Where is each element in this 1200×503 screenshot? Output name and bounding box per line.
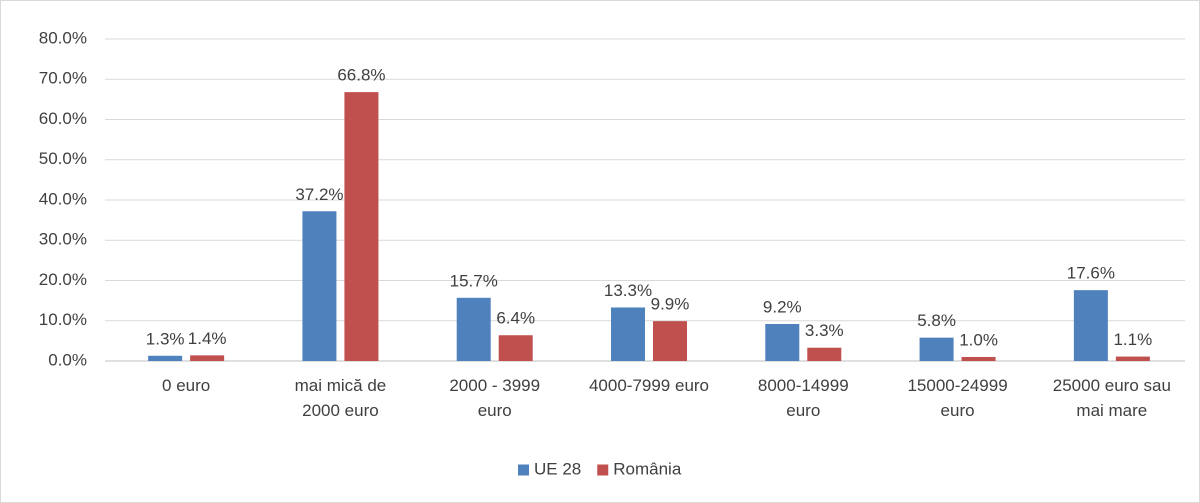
bar <box>1115 356 1150 361</box>
value-label: 9.2% <box>763 297 802 316</box>
x-tick-label: mai mică de 2000 euro <box>294 376 387 420</box>
x-tick-label: 4000-7999 euro <box>588 376 710 395</box>
value-label: 3.3% <box>805 321 844 340</box>
bar <box>765 323 800 361</box>
y-tick-label: 80.0% <box>39 28 87 47</box>
bar <box>190 355 225 361</box>
y-tick-label: 30.0% <box>39 230 87 249</box>
x-tick-label: 8000-14999 euro <box>757 376 849 420</box>
value-label: 17.6% <box>1067 264 1115 283</box>
bar <box>344 92 379 361</box>
bar <box>148 355 183 361</box>
x-tick-label: 2000 - 3999 euro <box>449 376 541 420</box>
value-label: 5.8% <box>917 311 956 330</box>
legend-swatch <box>597 464 609 476</box>
y-tick-label: 0.0% <box>48 350 87 369</box>
y-tick-label: 60.0% <box>39 109 87 128</box>
value-label: 13.3% <box>604 281 652 300</box>
bar <box>807 347 842 361</box>
y-tick-label: 40.0% <box>39 189 87 208</box>
legend-label: UE 28 <box>534 459 581 478</box>
x-tick-label: 0 euro <box>162 376 211 395</box>
value-label: 1.4% <box>188 329 227 348</box>
bar <box>919 337 954 361</box>
y-tick-label: 10.0% <box>39 310 87 329</box>
value-label: 1.1% <box>1113 330 1152 349</box>
bar <box>611 307 645 361</box>
bar <box>302 211 337 361</box>
value-label: 6.4% <box>496 309 535 328</box>
bar <box>498 335 533 361</box>
y-tick-label: 50.0% <box>39 149 87 168</box>
bar <box>456 297 491 361</box>
x-tick-label: 15000-24999 euro <box>907 376 1008 420</box>
value-label: 9.9% <box>651 295 690 314</box>
x-tick-label: 25000 euro sau mai mare <box>1052 376 1171 420</box>
legend-label: România <box>613 459 682 478</box>
value-label: 15.7% <box>450 271 498 290</box>
value-label: 1.0% <box>959 330 998 349</box>
value-label: 37.2% <box>295 185 343 204</box>
bar <box>1073 290 1108 361</box>
bar <box>653 321 687 361</box>
legend-swatch <box>518 464 529 476</box>
y-tick-label: 20.0% <box>39 270 87 289</box>
bar <box>961 356 996 361</box>
value-label: 66.8% <box>337 66 385 85</box>
y-tick-label: 70.0% <box>39 69 87 88</box>
value-label: 1.3% <box>146 329 185 348</box>
